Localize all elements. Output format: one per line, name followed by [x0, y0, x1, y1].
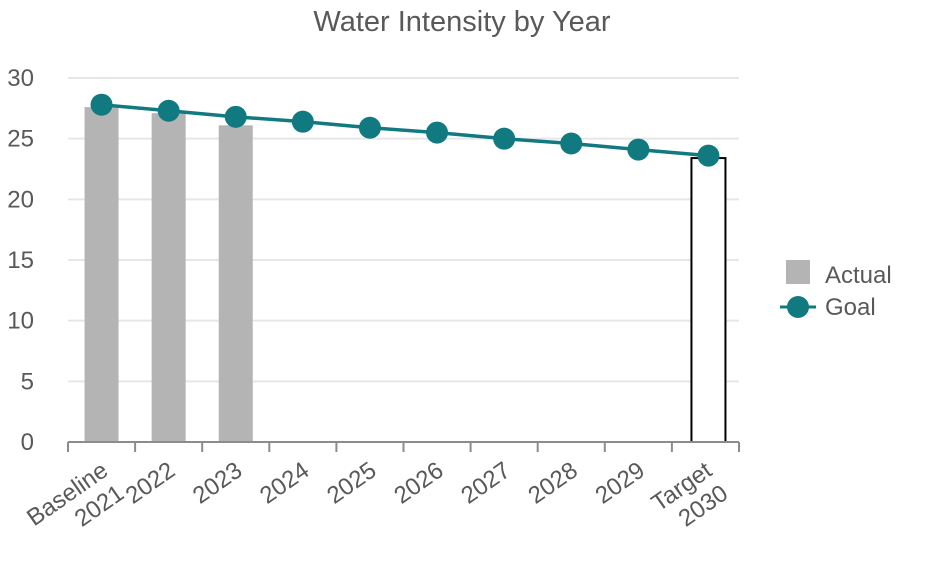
y-tick-labels: 0 5 10 15 20 25 30: [7, 65, 34, 456]
legend-label-actual: Actual: [825, 262, 892, 289]
legend-swatch-actual: [786, 260, 810, 284]
x-tick-label-line: 2026: [389, 457, 448, 510]
goal-line: [101, 102, 709, 158]
y-tick-label-20: 20: [7, 186, 34, 213]
goal-line-series: [90, 93, 720, 167]
y-tick-label-15: 15: [7, 247, 34, 274]
legend: Actual Goal: [780, 260, 892, 321]
goal-point-2027: [493, 127, 516, 150]
x-tick-label-2027: 2027: [456, 457, 515, 510]
goal-point-target-2030: [697, 144, 720, 167]
y-tick-label-5: 5: [21, 368, 34, 395]
legend-marker-goal: [787, 296, 809, 318]
x-tick-label-line: 2029: [591, 457, 650, 510]
y-tick-label-30: 30: [7, 65, 34, 92]
x-tick-label-2029: 2029: [591, 457, 650, 510]
goal-point-2025: [358, 116, 381, 139]
goal-point-2029: [627, 138, 650, 161]
x-tick-label-2026: 2026: [389, 457, 448, 510]
y-tick-label-0: 0: [21, 429, 34, 456]
x-tick-label-2022: 2022: [121, 457, 180, 510]
axes: [67, 441, 740, 452]
x-tick-label-line: 2022: [121, 457, 180, 510]
x-tick-label-2028: 2028: [523, 457, 582, 510]
bar-baseline-2021: [84, 107, 119, 443]
y-tick-label-10: 10: [7, 308, 34, 335]
x-tick-label-line: 2025: [322, 457, 381, 510]
goal-point-2028: [560, 132, 583, 155]
x-tick-label-2025: 2025: [322, 457, 381, 510]
goal-point-2024: [291, 110, 314, 133]
goal-point-2026: [426, 121, 449, 144]
bars: [84, 107, 727, 444]
x-tick-label-2024: 2024: [255, 457, 314, 510]
x-tick-label-line: 2027: [456, 457, 515, 510]
x-tick-label-baseline-2021: Baseline2021: [22, 457, 129, 555]
goal-point-baseline-2021: [90, 93, 113, 116]
goal-point-2023: [224, 105, 247, 128]
x-tick-label-line: 2028: [523, 457, 582, 510]
x-tick-label-line: 2023: [188, 457, 247, 510]
x-tick-label-2023: 2023: [188, 457, 247, 510]
bar-2022: [151, 113, 186, 442]
x-tick-label-line: 2024: [255, 457, 314, 510]
goal-point-2022: [157, 99, 180, 122]
y-tick-label-25: 25: [7, 126, 34, 153]
bar-2023: [218, 125, 253, 442]
chart-title: Water Intensity by Year: [313, 6, 611, 38]
x-tick-label-target-2030: Target2030: [647, 457, 733, 541]
legend-label-goal: Goal: [825, 294, 876, 321]
bar-target-2030: [690, 157, 727, 444]
